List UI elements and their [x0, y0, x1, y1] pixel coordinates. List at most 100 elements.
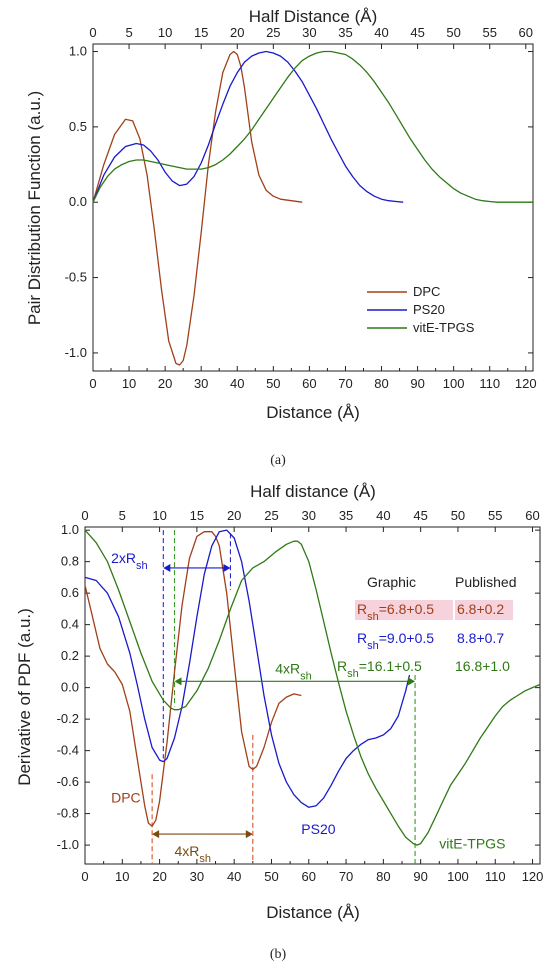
series-line-ps20 — [84, 529, 411, 808]
arrow-head-left — [152, 830, 160, 839]
series-line-dpc — [92, 50, 303, 366]
curve-label-dpc: DPC — [111, 790, 141, 806]
x-tick-label: 40 — [230, 376, 244, 391]
x-tick-label: 50 — [264, 869, 278, 884]
table-published-value: 16.8+1.0 — [455, 658, 510, 674]
radius-symbol: R — [357, 601, 367, 617]
x-tick-label: 90 — [413, 869, 427, 884]
x-tick-label: 60 — [302, 376, 316, 391]
series-line-vite-tpgs — [92, 50, 533, 203]
top-tick-label: 40 — [374, 25, 388, 40]
table-graphic-value: Rsh=6.8+0.5 — [357, 601, 434, 623]
panel-b-top-axis-label: Half distance (Å) — [250, 482, 376, 501]
legend-label-vite-tpgs: vitE-TPGS — [413, 320, 475, 335]
panel-b-y-axis-label: Derivative of PDF (a.u.) — [15, 608, 34, 786]
legend-label-ps20: PS20 — [413, 302, 445, 317]
table-row-highlight — [355, 600, 453, 620]
table-header-graphic: Graphic — [367, 574, 416, 590]
top-tick-label: 5 — [119, 508, 126, 523]
panel-a-plot-frame — [92, 43, 534, 372]
panel-b-plot-frame — [84, 526, 541, 865]
annotation-label: 2xRsh — [111, 550, 148, 572]
series-line-ps20 — [92, 50, 404, 203]
top-tick-label: 15 — [194, 25, 208, 40]
radius-symbol: R — [337, 658, 347, 674]
y-tick-label: 0.0 — [61, 680, 79, 695]
top-tick-label: 10 — [158, 25, 172, 40]
annotation-subscript: sh — [199, 853, 211, 865]
y-tick-label: 0.0 — [69, 194, 87, 209]
table-graphic-value: Rsh=16.1+0.5 — [337, 658, 422, 680]
annotation-subscript: sh — [300, 670, 312, 682]
x-tick-label: 10 — [115, 869, 129, 884]
annotation-subscript: sh — [136, 560, 148, 572]
series-line-dpc — [84, 531, 302, 827]
radius-subscript: sh — [367, 611, 379, 623]
graphic-value-text: =9.0+0.5 — [379, 630, 434, 646]
x-tick-label: 120 — [515, 376, 537, 391]
table-row-highlight — [455, 600, 513, 620]
x-tick-label: 70 — [339, 869, 353, 884]
y-tick-label: 0.6 — [61, 585, 79, 600]
y-tick-label: -0.6 — [57, 774, 79, 789]
panel-a-series — [92, 50, 533, 366]
panel-b-series — [84, 529, 541, 846]
radius-subscript: sh — [347, 668, 359, 680]
top-tick-label: 30 — [302, 508, 316, 523]
y-tick-label: -0.8 — [57, 806, 79, 821]
x-tick-label: 10 — [122, 376, 136, 391]
panel-a-top-axis-label: Half Distance (Å) — [249, 7, 377, 26]
curve-label-vite-tpgs: vitE-TPGS — [439, 835, 505, 851]
graphic-value-text: =16.1+0.5 — [359, 658, 422, 674]
panel-b-ticks: 0 10 20 30 40 50 60 70 80 90 100 110 120 0 5 10 15 20 25 30… — [57, 508, 544, 884]
top-tick-label: 30 — [302, 25, 316, 40]
top-tick-label: 60 — [519, 25, 533, 40]
legend-label-dpc: DPC — [413, 284, 440, 299]
x-tick-label: 90 — [410, 376, 424, 391]
top-tick-label: 20 — [230, 25, 244, 40]
y-tick-label: -1.0 — [65, 345, 87, 360]
x-tick-label: 30 — [194, 376, 208, 391]
top-tick-label: 40 — [376, 508, 390, 523]
arrow-head-left — [174, 677, 182, 686]
panel-b-x-axis-label: Distance (Å) — [266, 903, 360, 922]
top-tick-label: 60 — [525, 508, 539, 523]
annotation-text: 2xR — [111, 550, 136, 566]
x-tick-label: 60 — [302, 869, 316, 884]
y-tick-label: 0.5 — [69, 119, 87, 134]
annotation-label: 4xRsh — [175, 843, 212, 865]
y-tick-label: -0.2 — [57, 711, 79, 726]
y-tick-label: 1.0 — [61, 522, 79, 537]
top-tick-label: 35 — [338, 25, 352, 40]
x-tick-label: 110 — [479, 376, 500, 391]
panel-a-chart: 0 10 20 30 40 50 60 70 80 90 100 110 120 0 5 10 15 20 25 30… — [25, 7, 537, 468]
panel-b-caption: (b) — [270, 947, 287, 962]
panel-b-curve-labels: DPC PS20 vitE-TPGS — [111, 790, 505, 852]
top-tick-label: 15 — [190, 508, 204, 523]
y-tick-label: 0.8 — [61, 554, 79, 569]
table-graphic-value: Rsh=9.0+0.5 — [357, 630, 434, 652]
table-published-value: 6.8+0.2 — [457, 601, 504, 617]
table-published-value: 8.8+0.7 — [457, 630, 504, 646]
y-tick-label: 0.2 — [61, 648, 79, 663]
top-tick-label: 55 — [488, 508, 502, 523]
top-tick-label: 50 — [451, 508, 465, 523]
panel-a-ticks: 0 10 20 30 40 50 60 70 80 90 100 110 120 0 5 10 15 20 25 30… — [65, 25, 537, 391]
top-tick-label: 25 — [266, 25, 280, 40]
radius-symbol: R — [357, 630, 367, 646]
graphic-value-text: =6.8+0.5 — [379, 601, 434, 617]
annotation-text: 4xR — [175, 843, 200, 859]
x-tick-label: 80 — [376, 869, 390, 884]
x-tick-label: 20 — [152, 869, 166, 884]
panel-b-chart: 0 10 20 30 40 50 60 70 80 90 100 110 120 0 5 10 15 20 25 30… — [15, 482, 543, 962]
x-tick-label: 70 — [338, 376, 352, 391]
panel-a-legend: DPC PS20 vitE-TPGS — [367, 284, 475, 335]
y-tick-label: -1.0 — [57, 837, 79, 852]
panel-a-y-axis-label: Pair Distribution Function (a.u.) — [25, 91, 44, 325]
x-tick-label: 0 — [89, 376, 96, 391]
annotation-text: 4xR — [275, 660, 300, 676]
x-tick-label: 80 — [374, 376, 388, 391]
top-tick-label: 0 — [81, 508, 88, 523]
